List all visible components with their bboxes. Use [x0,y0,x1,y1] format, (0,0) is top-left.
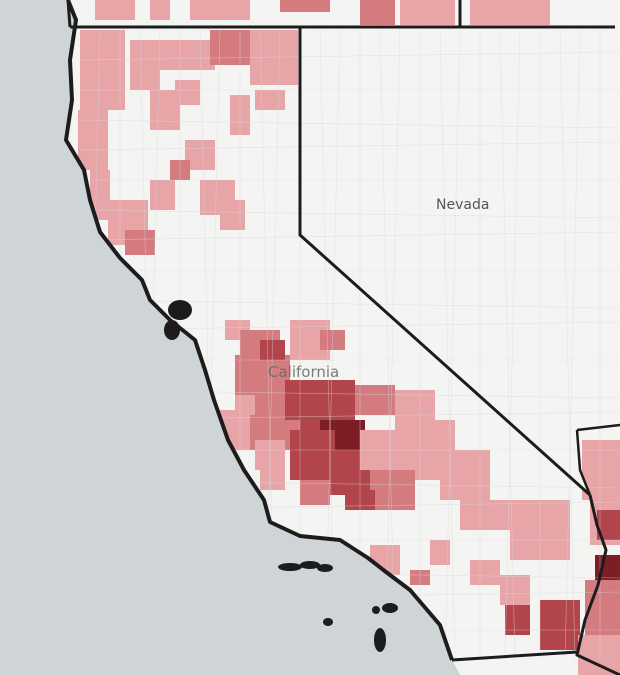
county-region[interactable] [125,230,155,255]
county-region[interactable] [95,0,135,20]
county-line [139,29,156,661]
county-line [79,591,620,601]
channel-islands [164,300,398,652]
ocean-mask [0,0,460,675]
county-line [564,29,581,661]
county-region[interactable] [160,40,215,70]
county-line [379,29,396,661]
county-line [559,29,576,661]
county-region[interactable] [260,470,285,490]
county-region[interactable] [255,90,285,110]
state-label-california: California [268,363,339,381]
county-region[interactable] [80,30,125,110]
county-region[interactable] [470,560,500,585]
county-line [79,411,620,421]
county-line [504,29,521,661]
county-line [499,29,516,661]
mexico-border [451,650,578,662]
county-region[interactable] [210,30,250,65]
county-line [79,141,620,151]
county-line [79,479,620,489]
county-region[interactable] [280,0,330,12]
island [300,561,320,569]
county-line [144,29,161,661]
county-region[interactable] [220,200,245,230]
island [372,606,380,614]
county-line [79,569,620,579]
county-region[interactable] [90,170,110,220]
county-line [79,501,620,511]
county-region[interactable] [360,0,395,25]
state-label-nevada: Nevada [436,197,489,213]
coastline [64,0,454,661]
island [382,603,398,613]
county-line [439,29,456,661]
state-borders [64,0,620,675]
county-region[interactable] [150,0,170,20]
county-region[interactable] [130,40,160,90]
island [317,564,333,572]
county-region[interactable] [578,635,620,675]
county-line [199,29,216,661]
nv-az-border [576,423,620,432]
county-line [79,231,620,241]
county-boundaries [79,29,620,661]
county-line [324,29,341,661]
county-line [84,29,101,661]
county-region[interactable] [300,480,330,505]
county-region[interactable] [235,395,255,415]
county-region[interactable] [500,575,530,605]
county-region[interactable] [597,510,620,540]
county-line [319,29,336,661]
island [323,618,333,626]
county-region[interactable] [400,0,455,25]
county-line [79,299,620,309]
az-border [575,494,620,675]
county-line [264,29,281,661]
county-line [384,29,401,661]
county-line [444,29,461,661]
county-line [79,209,620,219]
county-line [204,29,221,661]
county-region[interactable] [78,110,108,170]
county-line [259,29,276,661]
oregon-left [66,0,72,28]
county-region[interactable] [150,180,175,210]
az-nv-river [575,429,592,496]
county-line [79,51,620,61]
county-region[interactable] [540,600,580,650]
county-region[interactable] [440,450,490,500]
county-region[interactable] [430,540,450,565]
island [164,320,180,340]
county-region[interactable] [290,430,335,480]
county-region[interactable] [470,0,550,25]
county-region[interactable] [505,605,530,635]
county-line [79,119,620,129]
ca-nv-border [298,27,592,497]
county-line [79,389,620,399]
county-region[interactable] [370,470,415,510]
county-region[interactable] [190,0,250,20]
island [374,628,386,652]
county-region[interactable] [175,80,200,105]
island [168,300,192,320]
island [278,563,302,571]
